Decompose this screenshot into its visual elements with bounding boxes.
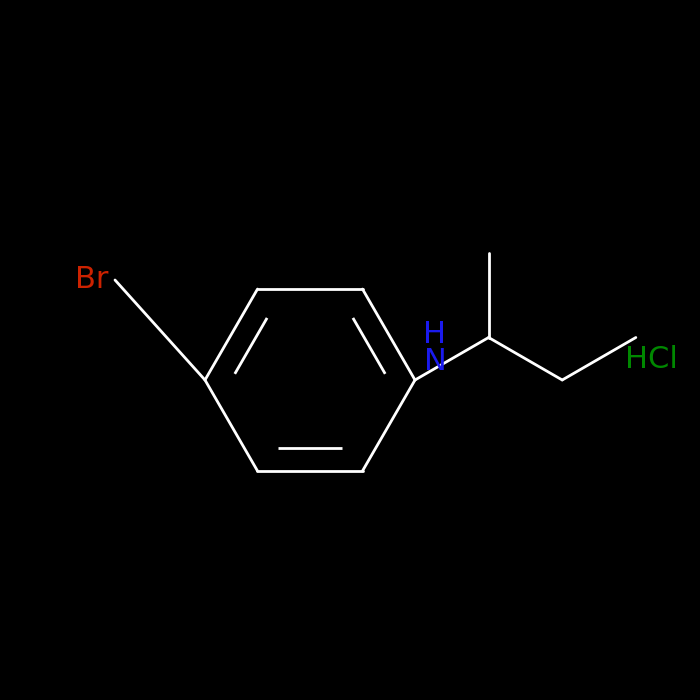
- Text: H
N: H N: [424, 320, 447, 376]
- Text: Br: Br: [75, 265, 108, 294]
- Text: HCl: HCl: [625, 346, 678, 375]
